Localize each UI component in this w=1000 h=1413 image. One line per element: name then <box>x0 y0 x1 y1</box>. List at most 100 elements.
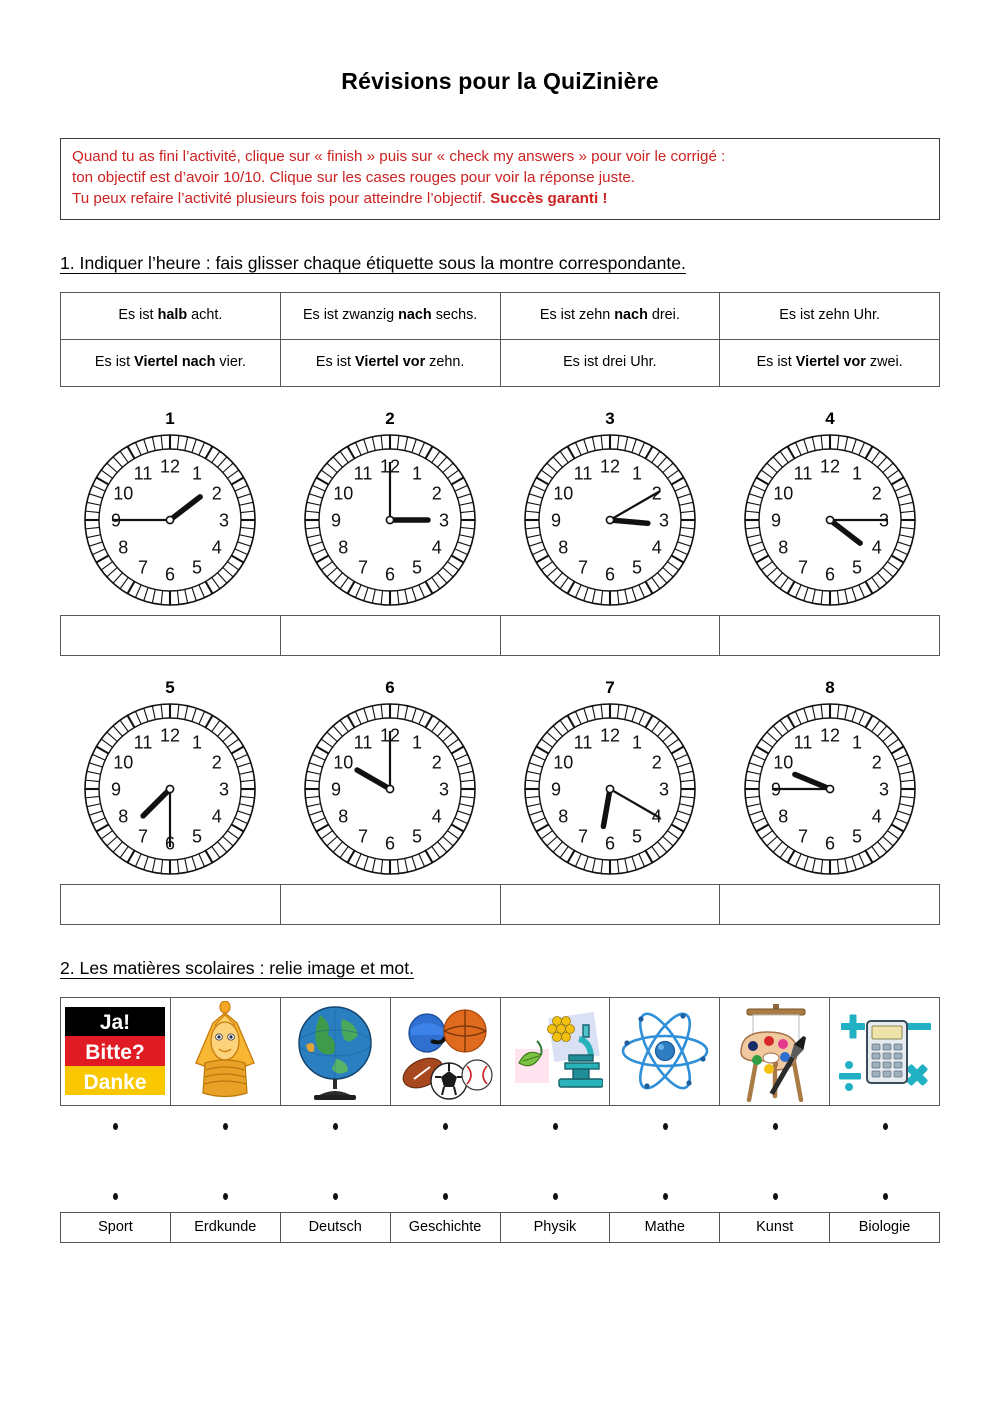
clock-numeral: 4 <box>652 537 662 557</box>
connector-dot-icon[interactable] <box>772 1193 778 1201</box>
connector-dot-cell[interactable] <box>830 1184 940 1210</box>
connector-dot-icon[interactable] <box>662 1193 668 1201</box>
clock-numeral: 5 <box>192 826 202 846</box>
subject-image-mathe[interactable] <box>829 996 940 1106</box>
connector-dot-icon[interactable] <box>112 1193 118 1201</box>
connector-dot-cell[interactable] <box>390 1184 500 1210</box>
subject-word-erdkunde[interactable]: Erdkunde <box>169 1211 281 1243</box>
subject-image-erdkunde[interactable] <box>279 996 391 1106</box>
clock-numeral: 6 <box>825 833 835 853</box>
subject-word-kunst[interactable]: Kunst <box>719 1211 831 1243</box>
subject-image-kunst[interactable] <box>719 996 831 1106</box>
clock-hub <box>385 515 395 525</box>
hour-hand <box>140 786 173 819</box>
connector-dot-cell[interactable] <box>60 1184 170 1210</box>
subject-word-mathe[interactable]: Mathe <box>609 1211 721 1243</box>
connector-dot-icon[interactable] <box>662 1123 668 1131</box>
clock-numeral: 9 <box>111 779 121 799</box>
subject-image-geschichte[interactable] <box>169 996 281 1106</box>
notice-line-3: Tu peux refaire l’activité plusieurs foi… <box>72 189 929 210</box>
clock-numeral: 5 <box>632 826 642 846</box>
clock-numeral: 1 <box>632 464 642 484</box>
time-label-2[interactable]: Es ist zwanzig nach sechs. <box>279 291 501 340</box>
connector-dot-cell[interactable] <box>170 1184 280 1210</box>
connector-dot-icon[interactable] <box>332 1123 338 1131</box>
subject-image-deutsch[interactable]: Ja! Bitte? Danke <box>60 996 171 1106</box>
connector-dot-cell[interactable] <box>170 1114 280 1140</box>
subject-word-geschichte[interactable]: Geschichte <box>389 1211 501 1243</box>
connector-dot-icon[interactable] <box>882 1123 888 1131</box>
hour-hand <box>792 771 833 792</box>
connector-dot-cell[interactable] <box>720 1114 830 1140</box>
clock-numeral: 6 <box>165 564 175 584</box>
connector-dot-cell[interactable] <box>720 1184 830 1210</box>
answer-box-5[interactable] <box>60 883 281 925</box>
subject-image-sport[interactable] <box>389 996 501 1106</box>
connector-dot-icon[interactable] <box>882 1193 888 1201</box>
label-post: zwei. <box>865 354 903 371</box>
clock-numeral: 9 <box>331 779 341 799</box>
time-label-1[interactable]: Es ist halb acht. <box>60 291 281 340</box>
answer-box-8[interactable] <box>719 883 940 925</box>
clock-numeral: 4 <box>432 806 442 826</box>
hour-hand <box>600 786 613 830</box>
connector-dot-cell[interactable] <box>610 1184 720 1210</box>
connector-dot-icon[interactable] <box>442 1193 448 1201</box>
connector-dot-cell[interactable] <box>500 1114 610 1140</box>
subject-image-biologie[interactable] <box>499 996 611 1106</box>
connector-dot-cell[interactable] <box>500 1184 610 1210</box>
connector-dot-cell[interactable] <box>280 1114 390 1140</box>
clock-number-label: 1 <box>165 408 175 428</box>
clock-numeral: 4 <box>872 537 882 557</box>
subject-word-physik[interactable]: Physik <box>499 1211 611 1243</box>
subject-word-sport[interactable]: Sport <box>60 1211 171 1243</box>
answer-box-3[interactable] <box>499 614 721 656</box>
connector-dot-cell[interactable] <box>60 1114 170 1140</box>
answer-box-6[interactable] <box>279 883 501 925</box>
connector-dot-cell[interactable] <box>610 1114 720 1140</box>
clock-hub <box>165 784 175 794</box>
answer-box-2[interactable] <box>279 614 501 656</box>
svg-text:Danke: Danke <box>84 1071 147 1094</box>
subject-word-deutsch[interactable]: Deutsch <box>279 1211 391 1243</box>
connector-dot-icon[interactable] <box>222 1123 228 1131</box>
label-bold: Viertel vor <box>355 354 426 371</box>
connector-dot-icon[interactable] <box>772 1123 778 1131</box>
connector-dot-icon[interactable] <box>112 1123 118 1131</box>
clock-numeral: 11 <box>134 464 153 484</box>
answer-box-4[interactable] <box>719 614 940 656</box>
connector-dot-icon[interactable] <box>552 1193 558 1201</box>
answer-boxes-row-1 <box>60 614 940 656</box>
clock-item-2: 2 12 1 2 3 4 5 6 7 8 9 10 11 <box>280 409 500 609</box>
connector-dot-icon[interactable] <box>332 1193 338 1201</box>
clock-number-label: 8 <box>825 677 835 697</box>
connector-dot-icon[interactable] <box>222 1193 228 1201</box>
clock-hub <box>605 784 615 794</box>
answer-box-1[interactable] <box>60 614 281 656</box>
time-label-8[interactable]: Es ist Viertel vor zwei. <box>719 338 940 387</box>
answer-box-7[interactable] <box>499 883 721 925</box>
subject-word-biologie[interactable]: Biologie <box>829 1211 940 1243</box>
clock-numeral: 12 <box>820 456 840 476</box>
time-label-6[interactable]: Es ist Viertel vor zehn. <box>279 338 501 387</box>
globe-icon <box>298 1006 372 1101</box>
subject-image-physik[interactable] <box>609 996 721 1106</box>
clock-numeral: 3 <box>219 779 229 799</box>
time-label-7[interactable]: Es ist drei Uhr. <box>499 338 721 387</box>
time-label-4[interactable]: Es ist zehn Uhr. <box>719 291 940 340</box>
connector-dot-cell[interactable] <box>830 1114 940 1140</box>
connector-dot-cell[interactable] <box>390 1114 500 1140</box>
time-label-3[interactable]: Es ist zehn nach drei. <box>499 291 721 340</box>
connector-dot-icon[interactable] <box>442 1123 448 1131</box>
clock-item-3: 3121234567891011 <box>500 409 720 609</box>
label-pre: Es ist zehn <box>539 307 615 324</box>
time-label-5[interactable]: Es ist Viertel nach vier. <box>60 338 281 387</box>
clock-numeral: 9 <box>771 510 781 530</box>
connector-dot-icon[interactable] <box>552 1123 558 1131</box>
connector-dot-cell[interactable] <box>280 1184 390 1210</box>
